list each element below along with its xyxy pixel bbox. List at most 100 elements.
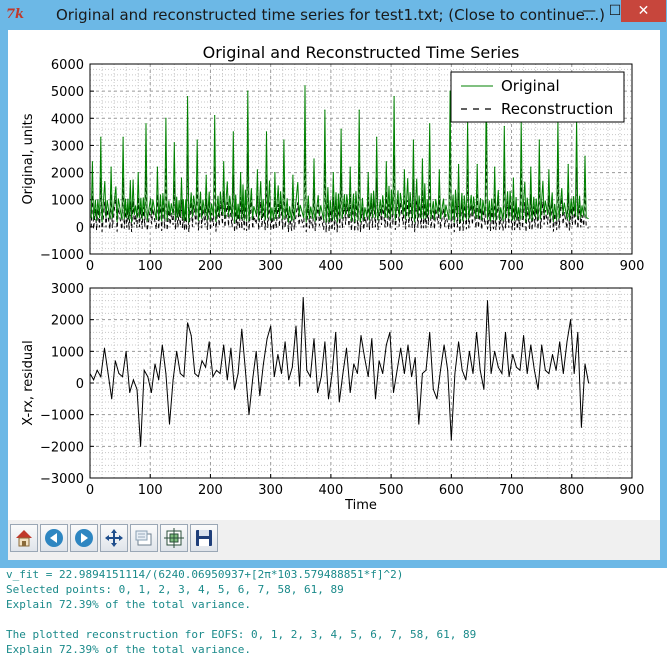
residual-point — [548, 373, 550, 374]
residual-point — [295, 325, 297, 327]
original-peak-point — [512, 177, 514, 179]
residual-point — [400, 347, 402, 349]
residual-point — [486, 300, 488, 302]
residual-point — [201, 360, 203, 362]
subplots-button[interactable] — [160, 524, 188, 552]
residual-point — [190, 335, 192, 336]
residual-point — [158, 379, 160, 381]
back-button[interactable] — [40, 524, 68, 552]
residual-point — [432, 388, 434, 390]
axes-frame — [89, 63, 633, 255]
x-tick-label: 700 — [499, 259, 524, 274]
original-peak-point — [476, 163, 478, 166]
x-tick-label: 900 — [620, 259, 645, 274]
residual-point — [472, 373, 474, 374]
residual-point — [259, 395, 261, 397]
residual-point — [331, 373, 333, 374]
y-axis-label: Original, units — [21, 113, 36, 204]
residual-point — [483, 388, 485, 390]
residual-point — [183, 376, 185, 378]
home-icon — [16, 530, 32, 547]
x-tick-label: 600 — [439, 483, 464, 498]
x-tick-label: 0 — [86, 259, 94, 274]
residual-point — [490, 373, 492, 374]
residual-point — [523, 335, 525, 336]
residual-point — [96, 369, 98, 371]
subplots-icon — [164, 528, 184, 548]
residual-point — [439, 369, 441, 371]
residual-point — [309, 376, 311, 378]
residual-point — [187, 322, 189, 324]
residual-point — [299, 385, 301, 387]
original-peak-point — [265, 131, 268, 133]
original-peak-point — [349, 166, 351, 168]
x-tick-label: 500 — [379, 483, 404, 498]
residual-point — [544, 369, 546, 371]
residual-point — [393, 392, 395, 393]
x-tick-label: 800 — [559, 259, 584, 274]
residual-point — [291, 366, 293, 368]
y-tick-label: 3000 — [51, 282, 84, 297]
residual-point — [270, 325, 272, 327]
residual-point — [262, 363, 264, 365]
console-line: Explain 72.39% of the total variance. — [6, 643, 252, 656]
x-axis-label: Time — [344, 498, 377, 513]
x-tick-label: 100 — [138, 259, 163, 274]
home-button[interactable] — [10, 524, 38, 552]
residual-point — [526, 373, 528, 374]
zoom-button[interactable] — [130, 524, 158, 552]
forward-button[interactable] — [70, 524, 98, 552]
x-tick-label: 200 — [198, 483, 223, 498]
original-peak-point — [223, 161, 225, 163]
original-peak-point — [304, 85, 306, 87]
original-peak-point — [196, 139, 198, 141]
residual-point — [436, 398, 438, 400]
residual-point — [118, 373, 120, 374]
residual-point — [327, 398, 329, 400]
residual-point — [418, 423, 420, 425]
y-tick-label: 0 — [76, 377, 84, 392]
residual-point — [414, 357, 416, 359]
y-tick-label: 1000 — [51, 194, 84, 209]
close-button[interactable]: ✕ — [621, 0, 666, 22]
residual-point — [335, 331, 337, 333]
figure-canvas[interactable]: 0 100 200 300 400 500 600 700 800 900 −1000 0 1000 20… — [8, 30, 660, 520]
residual-point — [559, 341, 561, 343]
residual-point — [364, 357, 366, 359]
window-title: Original and reconstructed time series f… — [56, 6, 605, 24]
original-peak-point — [110, 166, 112, 168]
original-peak-point — [214, 114, 216, 117]
original-peak-point — [457, 163, 460, 166]
maximize-button[interactable]: ☐ — [608, 3, 622, 19]
residual-point — [403, 373, 405, 374]
legend-box — [450, 71, 625, 123]
window-titlebar[interactable]: 7k Original and reconstructed time serie… — [0, 0, 667, 30]
y-tick-label: −1000 — [40, 248, 84, 263]
x-tick-label: 600 — [439, 259, 464, 274]
original-peak-point — [239, 171, 242, 174]
original-peak-point — [205, 174, 207, 176]
residual-point — [566, 341, 568, 343]
console-output: v_fit = 22.9894151114/(6240.06950937+[2π… — [0, 568, 667, 658]
console-line: v_fit = 22.9894151114/(6240.06950937+[2π… — [6, 568, 404, 581]
residual-point — [374, 398, 376, 400]
window-client-area: 0 100 200 300 400 500 600 700 800 900 −1000 0 1000 20… — [8, 30, 660, 560]
residual-point — [505, 331, 507, 333]
residual-point — [241, 328, 243, 330]
minimize-button[interactable]: — — [582, 3, 596, 19]
save-button[interactable] — [190, 524, 218, 552]
residual-point — [194, 373, 196, 374]
y-tick-label: 1000 — [51, 345, 84, 360]
original-peak-point — [376, 136, 378, 138]
residual-point — [515, 366, 517, 368]
residual-point — [205, 366, 207, 368]
y-tick-label: 2000 — [51, 314, 84, 329]
residual-point — [143, 369, 145, 371]
original-peak-point — [100, 136, 102, 138]
chart-title: Original and Reconstructed Time Series — [203, 43, 520, 62]
original-peak-point — [403, 169, 405, 171]
residual-point — [223, 344, 225, 346]
pan-button[interactable] — [100, 524, 128, 552]
residual-point — [338, 401, 340, 403]
residual-point — [219, 373, 221, 374]
